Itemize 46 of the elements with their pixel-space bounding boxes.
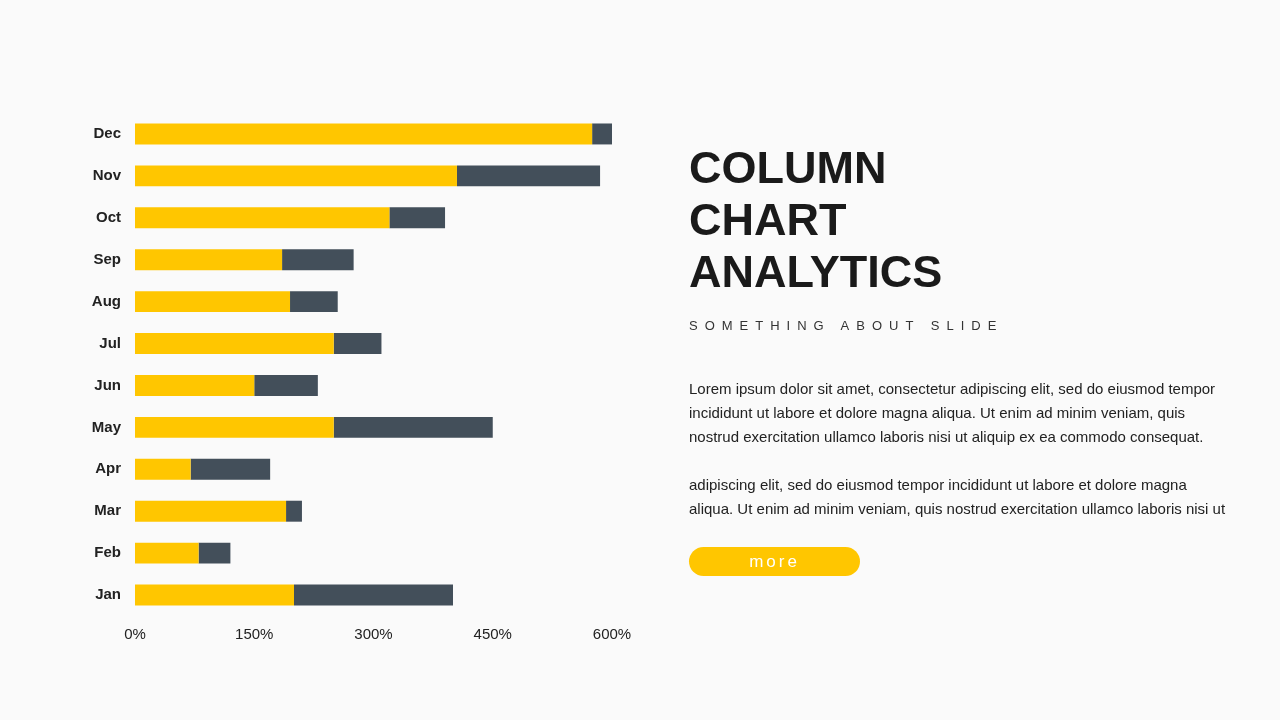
y-tick-label: May: [91, 417, 122, 435]
x-tick-label: 300%: [354, 625, 393, 643]
bar: [135, 123, 593, 145]
bar: [333, 333, 382, 355]
y-tick-label: Oct: [95, 207, 121, 225]
bar: [456, 165, 601, 187]
bar: [135, 500, 287, 522]
y-tick-label: Apr: [95, 459, 122, 477]
bar: [135, 207, 390, 229]
text: COLUMN CHART ANALYTICS: [689, 142, 944, 298]
bar: [135, 584, 294, 606]
bar: [294, 584, 453, 606]
bar: [286, 500, 302, 522]
text: SOMETHING ABOUT SLIDE: [689, 318, 1005, 333]
more-button: more: [689, 547, 860, 576]
bar: [190, 458, 271, 480]
x-tick-label: 150%: [235, 625, 274, 643]
y-tick-label: Jun: [94, 375, 121, 393]
bar: [135, 333, 334, 355]
bar: [592, 123, 612, 145]
y-tick-label: Aug: [91, 291, 121, 309]
y-tick-label: Feb: [94, 543, 121, 561]
x-tick-label: 0%: [124, 625, 146, 643]
bar: [135, 291, 291, 313]
y-tick-label: Jul: [99, 333, 121, 351]
bar: [290, 291, 338, 313]
y-tick-label: Jan: [95, 585, 121, 603]
y-tick-label: Nov: [92, 166, 122, 184]
bar: [282, 249, 354, 271]
text: adipiscing elit, sed do eiusmod tempor incididunt ut labore et dolore magna aliqua. Ut enim ad minim veniam, quis nostrud exercitation ullamco laboris nisi ut: [689, 475, 1227, 519]
bar: [389, 207, 446, 229]
bar: [135, 249, 283, 271]
bar: [135, 374, 255, 396]
y-tick-label: Sep: [93, 249, 121, 267]
x-tick-label: 600%: [592, 625, 632, 643]
bar: [135, 416, 334, 438]
text: Lorem ipsum dolor sit amet, consectetur adipiscing elit, sed do eiusmod tempor incididunt ut labore et dolore magna aliqua. Ut enim ad minim veniam, quis nostrud exercitation ullamco laboris nisi ut aliquip ex ea commodo consequat.: [689, 379, 1217, 447]
y-tick-label: Dec: [93, 124, 121, 142]
bar: [254, 374, 318, 396]
bar: [135, 458, 191, 480]
bar: [198, 542, 231, 564]
bar: [333, 416, 493, 438]
bar: [135, 542, 199, 564]
y-tick-label: Mar: [94, 501, 122, 519]
x-tick-label: 450%: [473, 625, 512, 643]
bar: [135, 165, 457, 187]
